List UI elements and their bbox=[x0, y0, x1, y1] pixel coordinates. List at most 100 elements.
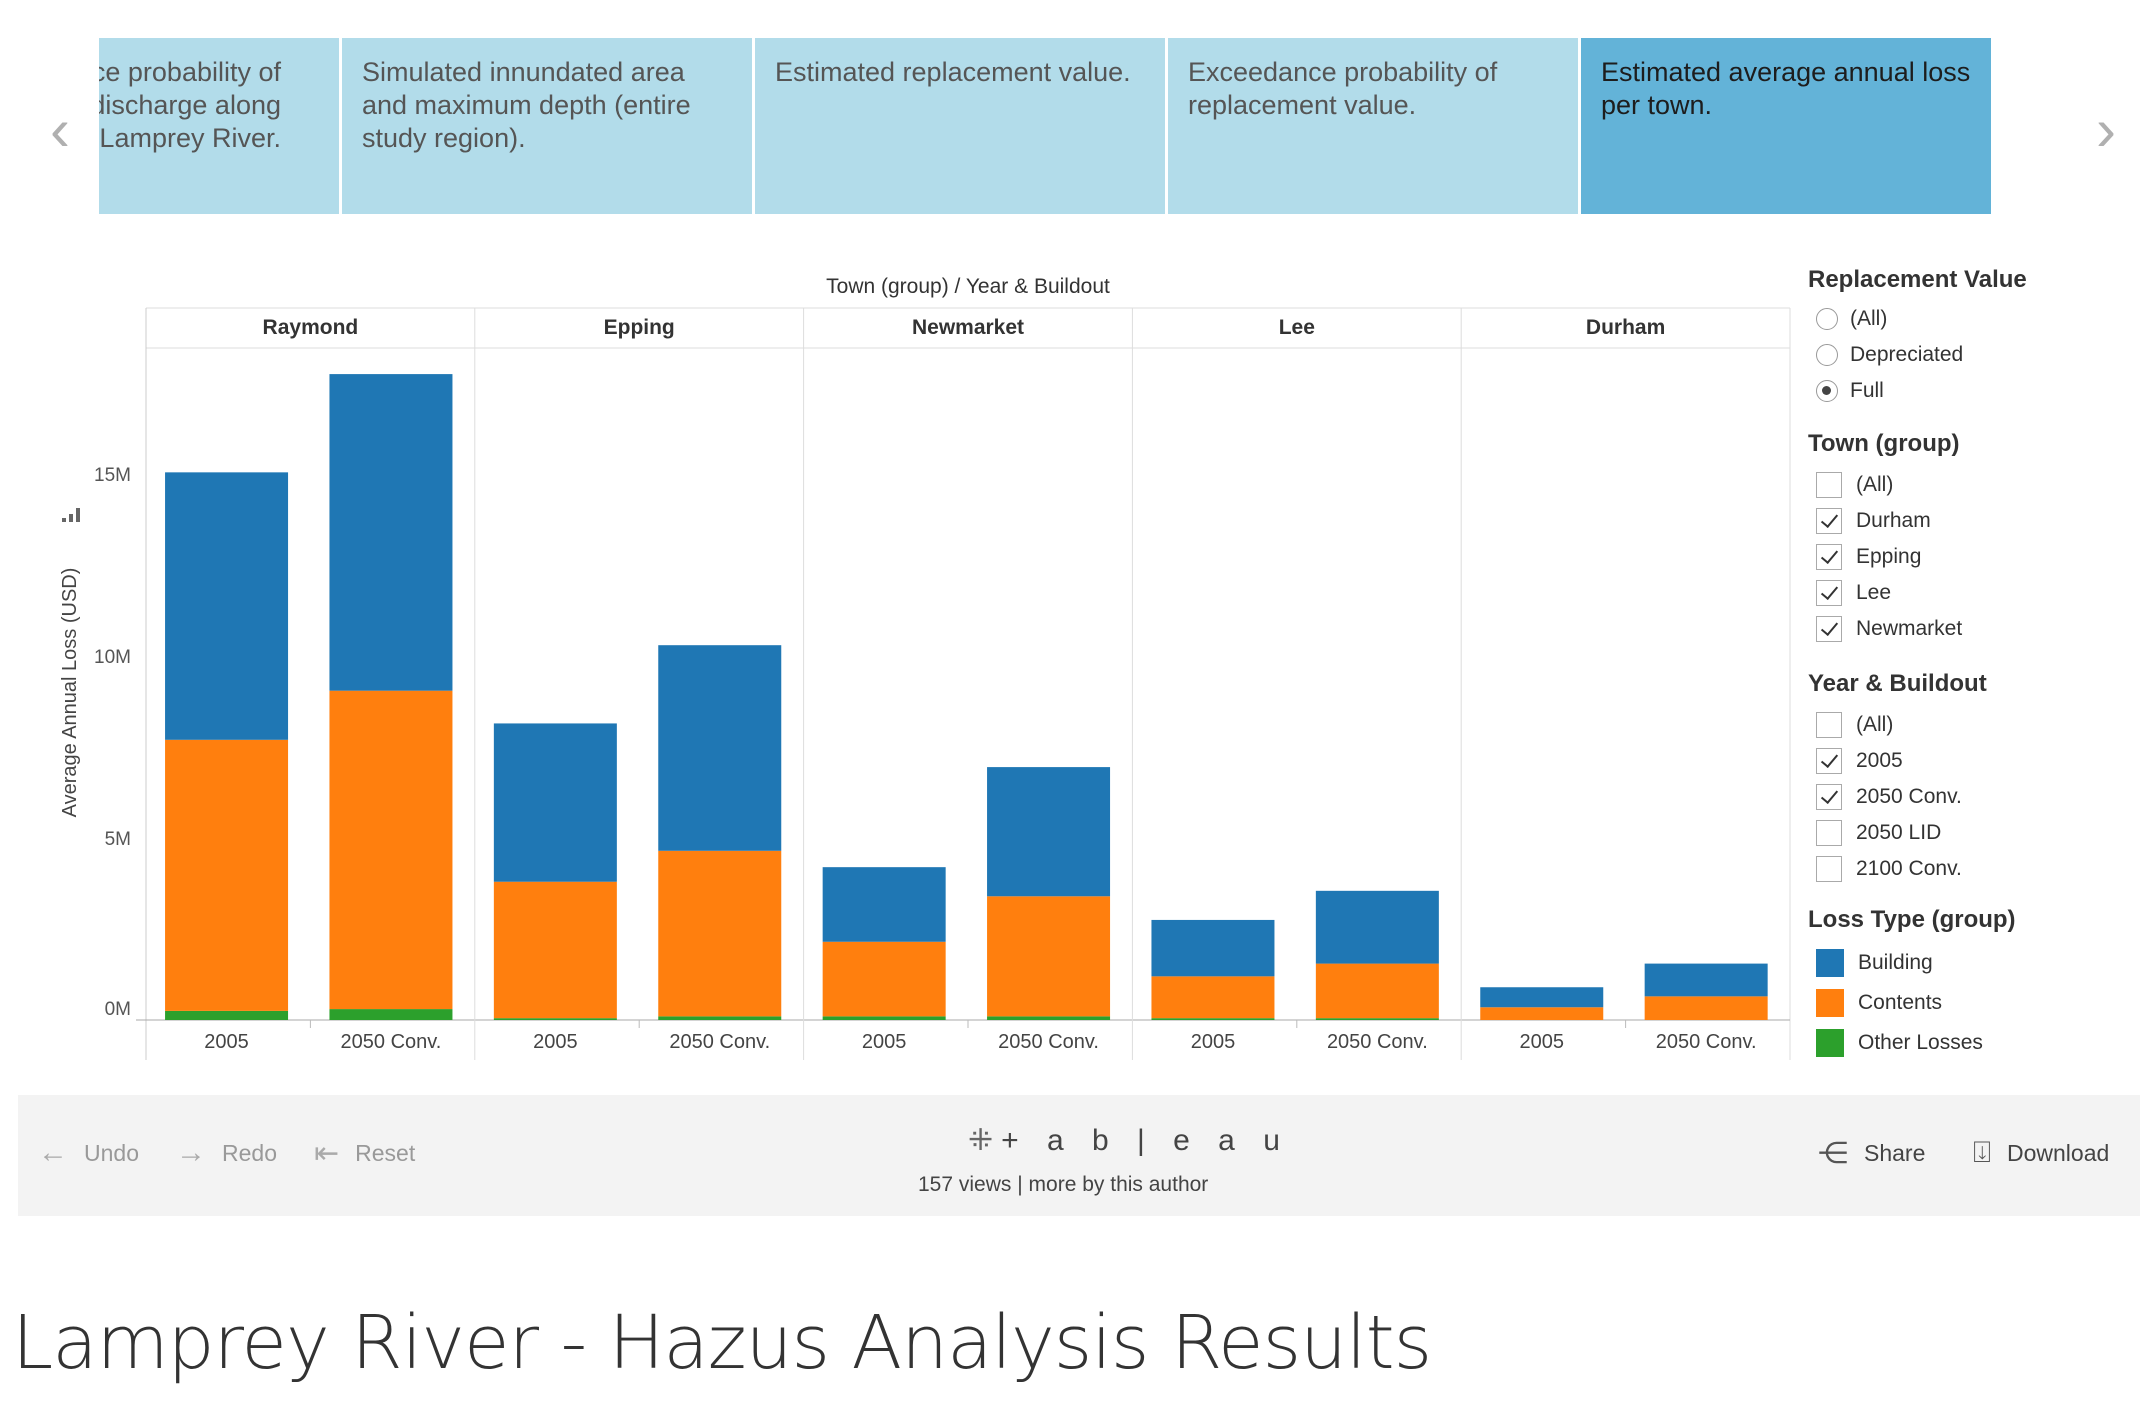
story-point-3[interactable]: Estimated replacement value. bbox=[755, 38, 1165, 214]
town-group-option[interactable]: Durham bbox=[1816, 506, 1931, 536]
legend-label: Building bbox=[1858, 951, 1933, 974]
group-header-raymond: Raymond bbox=[263, 316, 359, 339]
replacement-value-option[interactable]: Full bbox=[1816, 376, 1884, 406]
loss-type-legend-item[interactable]: Other Losses bbox=[1816, 1028, 1983, 1058]
share-icon: ⋲ bbox=[1818, 1136, 1848, 1170]
year-buildout-title: Year & Buildout bbox=[1808, 670, 1987, 697]
views-count: 157 views bbox=[918, 1173, 1012, 1196]
legend-swatch bbox=[1816, 989, 1844, 1017]
option-label: 2100 Conv. bbox=[1856, 857, 1962, 880]
year-buildout-option[interactable]: (All) bbox=[1816, 710, 1893, 740]
checkbox[interactable] bbox=[1816, 784, 1842, 810]
story-point-line: um discharge along bbox=[99, 90, 281, 120]
replacement-value-option[interactable]: (All) bbox=[1816, 304, 1887, 334]
tableau-mark-icon: ⁜ bbox=[968, 1124, 994, 1157]
loss-type-legend-item[interactable]: Building bbox=[1816, 948, 1933, 978]
bar-contents-raymond-2005 bbox=[165, 739, 289, 1011]
town-group-option[interactable]: Newmarket bbox=[1816, 614, 1962, 644]
bar-building-lee-2005 bbox=[1151, 919, 1275, 977]
option-label: 2050 Conv. bbox=[1856, 785, 1962, 808]
redo-button[interactable]: → Redo bbox=[176, 1135, 277, 1171]
legend-label: Contents bbox=[1858, 991, 1943, 1014]
checkbox[interactable] bbox=[1816, 856, 1842, 882]
story-point-line: em of Lamprey River. bbox=[99, 123, 281, 153]
bar-building-raymond-2050conv bbox=[329, 374, 453, 691]
bar-other-losses-epping-2005 bbox=[493, 1018, 617, 1020]
year-buildout-option[interactable]: 2005 bbox=[1816, 746, 1903, 776]
bar-building-raymond-2005 bbox=[165, 472, 289, 740]
option-label: Lee bbox=[1856, 581, 1892, 604]
bar-building-durham-2005 bbox=[1480, 987, 1604, 1008]
radio-button[interactable] bbox=[1816, 308, 1838, 330]
bar-contents-newmarket-2050conv bbox=[987, 896, 1111, 1017]
bar-contents-newmarket-2005 bbox=[822, 941, 946, 1017]
group-header-epping: Epping bbox=[604, 316, 675, 339]
tableau-viz: ‹ dance probability ofum discharge along… bbox=[18, 0, 2140, 1216]
redo-label: Redo bbox=[222, 1139, 277, 1166]
bar-other-losses-epping-2050conv bbox=[658, 1016, 782, 1020]
legend-swatch bbox=[1816, 1029, 1844, 1057]
chevron-left-icon[interactable]: ‹ bbox=[50, 96, 70, 163]
town-group-option[interactable]: (All) bbox=[1816, 470, 1893, 500]
loss-type-legend-item[interactable]: Contents bbox=[1816, 988, 1942, 1018]
bar-contents-durham-2005 bbox=[1480, 1007, 1604, 1020]
radio-button[interactable] bbox=[1816, 344, 1838, 366]
y-tick-label: 15M bbox=[94, 465, 131, 486]
bar-contents-raymond-2050conv bbox=[329, 690, 453, 1010]
checkbox[interactable] bbox=[1816, 820, 1842, 846]
reset-button[interactable]: ⇤ Reset bbox=[314, 1135, 415, 1171]
replacement-value-option[interactable]: Depreciated bbox=[1816, 340, 1963, 370]
stats-separator: | bbox=[1017, 1173, 1023, 1196]
page-title: Lamprey River - Hazus Analysis Results bbox=[12, 1300, 1432, 1386]
option-label: 2050 LID bbox=[1856, 821, 1942, 844]
share-button[interactable]: ⋲ Share bbox=[1818, 1135, 1925, 1171]
story-point-1[interactable]: dance probability ofum discharge alongem… bbox=[99, 38, 339, 214]
legend-swatch bbox=[1816, 949, 1844, 977]
story-point-4[interactable]: Exceedance probability of replacement val… bbox=[1168, 38, 1578, 214]
bar-contents-durham-2050conv bbox=[1644, 996, 1768, 1020]
download-button[interactable]: ⍗ Download bbox=[1973, 1135, 2109, 1171]
undo-button[interactable]: ← Undo bbox=[38, 1135, 139, 1171]
checkbox[interactable] bbox=[1816, 712, 1842, 738]
checkbox[interactable] bbox=[1816, 580, 1842, 606]
option-label: 2005 bbox=[1856, 749, 1903, 772]
year-buildout-option[interactable]: 2050 Conv. bbox=[1816, 782, 1962, 812]
group-header-newmarket: Newmarket bbox=[912, 316, 1024, 339]
year-buildout-option[interactable]: 2100 Conv. bbox=[1816, 854, 1962, 884]
checkbox[interactable] bbox=[1816, 508, 1842, 534]
bar-building-epping-2005 bbox=[493, 723, 617, 882]
bar-building-durham-2050conv bbox=[1644, 963, 1768, 997]
checkbox[interactable] bbox=[1816, 544, 1842, 570]
arrow-left-icon: ← bbox=[38, 1136, 68, 1169]
town-group-option[interactable]: Lee bbox=[1816, 578, 1891, 608]
story-point-line: replacement value. bbox=[1188, 90, 1417, 120]
option-label: Newmarket bbox=[1856, 617, 1963, 640]
reset-icon: ⇤ bbox=[314, 1136, 340, 1170]
story-point-line: per town. bbox=[1601, 90, 1713, 120]
story-point-2[interactable]: Simulated innundated area and maximum dep… bbox=[342, 38, 752, 214]
checkbox[interactable] bbox=[1816, 616, 1842, 642]
chevron-right-icon[interactable]: › bbox=[2096, 96, 2116, 163]
story-point-line: study region). bbox=[362, 123, 526, 153]
town-group-title: Town (group) bbox=[1808, 430, 1960, 457]
legend-label: Other Losses bbox=[1858, 1031, 1983, 1054]
sort-icon-bar bbox=[69, 514, 73, 522]
x-tick-label: 2050 Conv. bbox=[341, 1031, 442, 1053]
story-point-5[interactable]: Estimated average annual loss per town. bbox=[1581, 38, 1991, 214]
view-stats: 157 views | more by this author bbox=[918, 1173, 1208, 1197]
radio-button[interactable] bbox=[1816, 380, 1838, 402]
bar-contents-epping-2050conv bbox=[658, 850, 782, 1017]
option-label: Epping bbox=[1856, 545, 1922, 568]
option-label: Depreciated bbox=[1850, 343, 1964, 366]
checkbox[interactable] bbox=[1816, 472, 1842, 498]
bar-contents-lee-2050conv bbox=[1315, 963, 1439, 1019]
x-tick-label: 2050 Conv. bbox=[1327, 1031, 1428, 1053]
bar-contents-epping-2005 bbox=[493, 881, 617, 1019]
town-group-option[interactable]: Epping bbox=[1816, 542, 1921, 572]
checkbox[interactable] bbox=[1816, 748, 1842, 774]
download-icon: ⍗ bbox=[1973, 1136, 1991, 1169]
arrow-right-icon: → bbox=[176, 1136, 206, 1169]
year-buildout-option[interactable]: 2050 LID bbox=[1816, 818, 1941, 848]
tableau-logo[interactable]: ⁜ + a b | e a u bbox=[968, 1123, 1290, 1158]
more-by-author-link[interactable]: more by this author bbox=[1028, 1173, 1209, 1196]
